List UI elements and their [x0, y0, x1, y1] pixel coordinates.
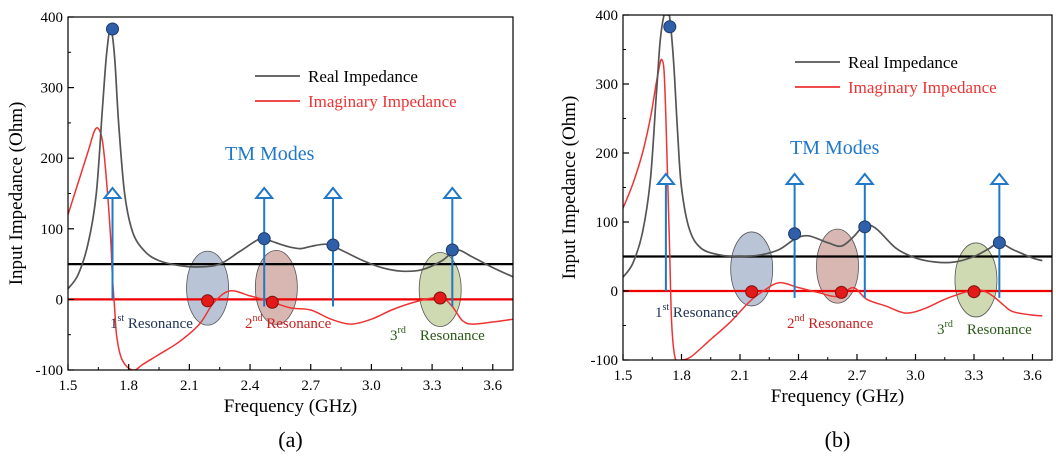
y-tick-label: 200 — [596, 146, 619, 162]
legend-label-2: Imaginary Impedance — [308, 92, 457, 111]
y-axis-label: Input Impedance (Ohm) — [559, 96, 580, 280]
x-tick-label: 3.6 — [483, 378, 502, 394]
tm-mode-arrowhead-4 — [442, 186, 463, 199]
real-peak-marker-2 — [788, 227, 802, 241]
imaginary-impedance-line — [68, 127, 513, 370]
x-tick-label: 1.5 — [614, 368, 633, 384]
resonance-ellipse-1 — [730, 231, 774, 307]
y-tick-label: 300 — [41, 81, 64, 97]
real-impedance-line — [68, 28, 513, 290]
tm-mode-arrowhead-1 — [655, 172, 676, 185]
y-tick-label: -100 — [591, 353, 619, 369]
imag-zero-marker-2 — [834, 285, 848, 299]
y-tick-label: 100 — [41, 222, 64, 238]
resonance-label-2: 2nd Resonance — [245, 313, 332, 332]
y-axis-label: Input Impedance (Ohm) — [6, 102, 27, 286]
y-tick-label: -100 — [36, 363, 64, 379]
plot-area — [68, 28, 513, 370]
real-peak-marker-1 — [106, 22, 119, 36]
panel-b: 1.5 1.8 2.1 2.4 2.7 3.0 3.3 3.6 -100 0 100 200 300 40… — [559, 8, 1053, 452]
imag-zero-marker-2 — [265, 295, 279, 309]
tm-modes-label: TM Modes — [790, 137, 880, 159]
legend-label-1: Real Impedance — [308, 67, 418, 86]
y-tick-label: 400 — [41, 10, 64, 26]
real-peak-marker-3 — [326, 238, 340, 252]
x-tick-label: 3.0 — [362, 378, 381, 394]
real-peak-marker-4 — [445, 243, 459, 257]
y-tick-label: 200 — [41, 151, 64, 167]
tm-modes-label: TM Modes — [225, 143, 315, 165]
resonance-ellipse-1 — [186, 250, 229, 326]
real-peak-marker-1 — [663, 20, 677, 34]
panel-caption: (b) — [825, 427, 851, 452]
x-tick-label: 2.7 — [848, 368, 867, 384]
x-axis-label: Frequency (GHz) — [224, 396, 357, 417]
real-peak-marker-4 — [992, 236, 1006, 250]
x-tick-label: 2.4 — [241, 378, 260, 394]
imag-zero-marker-3 — [433, 291, 447, 305]
legend-label-2: Imaginary Impedance — [848, 78, 997, 97]
resonance-ellipse-2 — [816, 228, 859, 304]
resonance-label-1: 1st Resonance — [655, 302, 738, 321]
y-tick-label: 300 — [596, 77, 619, 93]
resonance-label-1: 1st Resonance — [110, 313, 193, 332]
x-tick-label: 1.8 — [672, 368, 691, 384]
x-tick-label: 3.3 — [423, 378, 442, 394]
y-tick-label: 0 — [611, 284, 619, 300]
tm-mode-arrowhead-2 — [254, 186, 275, 199]
real-peak-marker-2 — [257, 232, 271, 246]
y-tick-label: 0 — [56, 292, 64, 308]
x-tick-label: 3.6 — [1023, 368, 1042, 384]
x-tick-label: 2.4 — [789, 368, 808, 384]
x-tick-label: 1.5 — [59, 378, 78, 394]
legend-label-1: Real Impedance — [848, 53, 958, 72]
resonance-label-3: 3rd Resonance — [390, 325, 485, 344]
x-axis-label: Frequency (GHz) — [771, 386, 904, 407]
resonance-ellipse-2 — [254, 249, 298, 325]
x-tick-label: 2.1 — [180, 378, 199, 394]
panel-caption: (a) — [278, 427, 302, 452]
y-tick-label: 400 — [596, 8, 619, 24]
resonance-label-2: 2nd Resonance — [787, 313, 874, 332]
tm-mode-arrowhead-3 — [322, 186, 344, 199]
y-tick-label: 100 — [596, 215, 619, 231]
real-peak-marker-3 — [858, 220, 872, 234]
imag-zero-marker-1 — [745, 285, 759, 299]
tm-mode-arrowhead-2 — [784, 172, 805, 185]
real-impedance-line — [623, 15, 1043, 278]
resonance-ellipse-3 — [418, 252, 462, 327]
x-tick-label: 2.7 — [301, 378, 320, 394]
resonance-label-3: 3rd Resonance — [937, 319, 1032, 338]
tm-mode-arrowhead-1 — [102, 186, 123, 199]
resonance-ellipse-3 — [954, 242, 998, 318]
imag-zero-marker-1 — [201, 294, 215, 308]
tm-mode-arrowhead-3 — [854, 172, 875, 185]
x-tick-label: 3.3 — [965, 368, 984, 384]
x-tick-label: 2.1 — [731, 368, 750, 384]
imag-zero-marker-3 — [967, 285, 981, 299]
x-tick-label: 3.0 — [906, 368, 925, 384]
panel-a: 1.5 1.8 2.1 2.4 2.7 3.0 3.3 3.6 -100 0 100 200 300 40… — [6, 10, 514, 452]
tm-mode-arrowhead-4 — [989, 172, 1010, 185]
x-tick-label: 1.8 — [119, 378, 138, 394]
